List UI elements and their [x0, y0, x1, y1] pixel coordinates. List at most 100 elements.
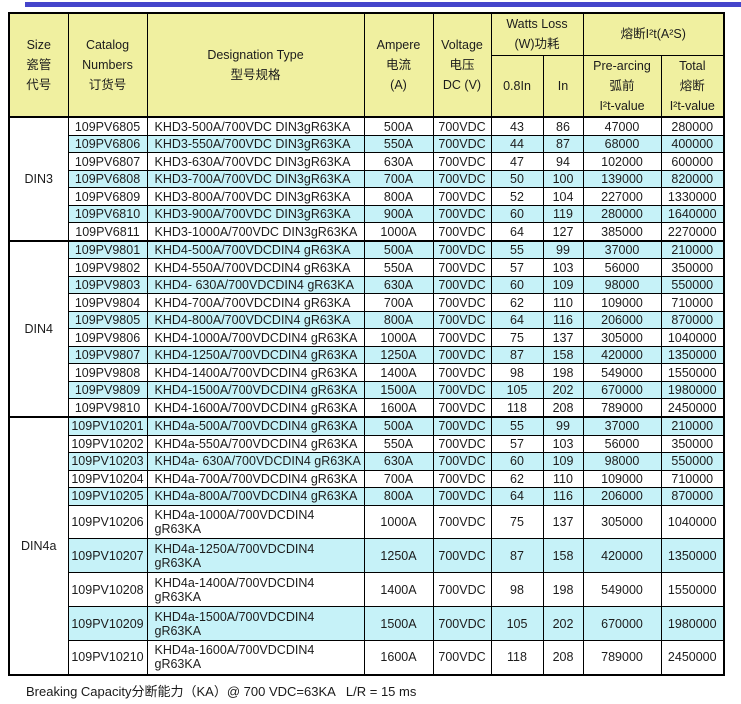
cell-prearcing-i2t: 56000: [582, 258, 662, 277]
cell-catalog-number: 109PV9808: [67, 363, 148, 382]
table-row: 109PV10206 KHD4a-1000A/700VDCDIN4 gR63KA 1…: [9, 504, 725, 540]
cell-watts-loss-in: 202: [542, 606, 584, 641]
cell-total-i2t: 710000: [660, 469, 725, 489]
cell-watts-loss-08in: 60: [490, 275, 544, 295]
cell-watts-loss-in: 202: [542, 380, 584, 400]
cell-watts-loss-in: 94: [542, 152, 584, 171]
cell-total-i2t: 2450000: [660, 639, 725, 676]
cell-catalog-number: 109PV6805: [67, 116, 148, 136]
cell-watts-loss-08in: 62: [490, 469, 544, 489]
table-row: DIN3 109PV6805 KHD3-500A/700VDC DIN3gR63KA…: [8, 116, 725, 242]
fuse-spec-table: Size 瓷管 代号 Catalog Numbers 订货号 Designati…: [8, 12, 726, 676]
cell-ampere: 630A: [363, 452, 434, 471]
cell-total-i2t: 210000: [660, 416, 725, 436]
cell-catalog-number: 109PV10206: [67, 504, 148, 540]
cell-voltage: 700VDC: [432, 434, 492, 454]
cell-prearcing-i2t: 109000: [582, 469, 662, 489]
cell-watts-loss-08in: 57: [490, 258, 544, 277]
cell-designation-type: KHD4a- 630A/700VDCDIN4 gR63KA: [146, 452, 365, 471]
cell-catalog-number: 109PV6808: [67, 169, 148, 189]
cell-prearcing-i2t: 227000: [582, 187, 662, 206]
cell-watts-loss-08in: 52: [490, 187, 544, 206]
cell-ampere: 630A: [363, 275, 434, 295]
cell-designation-type: KHD4a-800A/700VDCDIN4 gR63KA: [146, 487, 365, 506]
cell-voltage: 700VDC: [432, 398, 492, 418]
cell-total-i2t: 2450000: [660, 398, 725, 418]
table-row: 109PV9810 KHD4-1600A/700VDCDIN4 gR63KA 160…: [9, 398, 725, 418]
cell-prearcing-i2t: 37000: [582, 416, 662, 436]
cell-designation-type: KHD4-1000A/700VDCDIN4 gR63KA: [146, 328, 365, 347]
cell-ampere: 700A: [363, 293, 434, 312]
table-row: 109PV10208 KHD4a-1400A/700VDCDIN4 gR63KA 1…: [9, 572, 725, 608]
cell-watts-loss-08in: 118: [490, 639, 544, 676]
cell-catalog-number: 109PV10207: [67, 538, 148, 574]
cell-catalog-number: 109PV6809: [67, 187, 148, 206]
cell-voltage: 700VDC: [432, 487, 492, 506]
cell-ampere: 1000A: [363, 504, 434, 540]
cell-catalog-number: 109PV9810: [67, 398, 148, 418]
cell-watts-loss-08in: 55: [490, 416, 544, 436]
cell-voltage: 700VDC: [432, 152, 492, 171]
cell-designation-type: KHD4-800A/700VDCDIN4 gR63KA: [146, 310, 365, 330]
cell-watts-loss-in: 116: [542, 487, 584, 506]
size-group-cell: DIN4a: [8, 416, 69, 676]
cell-watts-loss-in: 158: [542, 345, 584, 365]
cell-voltage: 700VDC: [432, 538, 492, 574]
cell-voltage: 700VDC: [432, 606, 492, 641]
cell-designation-type: KHD4a-500A/700VDCDIN4 gR63KA: [146, 416, 365, 436]
cell-catalog-number: 109PV9805: [67, 310, 148, 330]
cell-voltage: 700VDC: [432, 572, 492, 608]
cell-watts-loss-08in: 98: [490, 572, 544, 608]
cell-ampere: 550A: [363, 258, 434, 277]
cell-ampere: 1600A: [363, 398, 434, 418]
cell-prearcing-i2t: 102000: [582, 152, 662, 171]
cell-total-i2t: 1550000: [660, 572, 725, 608]
cell-prearcing-i2t: 47000: [582, 116, 662, 136]
cell-total-i2t: 550000: [660, 452, 725, 471]
cell-total-i2t: 1040000: [660, 328, 725, 347]
cell-ampere: 700A: [363, 169, 434, 189]
cell-watts-loss-in: 158: [542, 538, 584, 574]
col-header-voltage: Voltage 电压 DC (V): [432, 12, 492, 119]
cell-ampere: 900A: [363, 204, 434, 224]
cell-total-i2t: 400000: [660, 134, 725, 154]
cell-voltage: 700VDC: [432, 116, 492, 136]
cell-watts-loss-08in: 44: [490, 134, 544, 154]
cell-catalog-number: 109PV10208: [67, 572, 148, 608]
cell-voltage: 700VDC: [432, 293, 492, 312]
cell-prearcing-i2t: 206000: [582, 487, 662, 506]
cell-total-i2t: 2270000: [660, 222, 725, 242]
table-row: 109PV9807 KHD4-1250A/700VDCDIN4 gR63KA 125…: [9, 345, 725, 365]
cell-voltage: 700VDC: [432, 275, 492, 295]
cell-ampere: 1000A: [363, 222, 434, 242]
header-row-1: Size 瓷管 代号 Catalog Numbers 订货号 Designati…: [8, 12, 725, 119]
cell-ampere: 1500A: [363, 606, 434, 641]
cell-prearcing-i2t: 670000: [582, 606, 662, 641]
cell-ampere: 500A: [363, 416, 434, 436]
cell-watts-loss-in: 103: [542, 434, 584, 454]
table-row: 109PV10204 KHD4a-700A/700VDCDIN4 gR63KA 70…: [9, 469, 725, 489]
cell-prearcing-i2t: 280000: [582, 204, 662, 224]
cell-prearcing-i2t: 549000: [582, 572, 662, 608]
cell-watts-loss-in: 104: [542, 187, 584, 206]
cell-designation-type: KHD3-900A/700VDC DIN3gR63KA: [146, 204, 365, 224]
table-row: 109PV10205 KHD4a-800A/700VDCDIN4 gR63KA 80…: [9, 487, 725, 506]
cell-total-i2t: 1040000: [660, 504, 725, 540]
cell-catalog-number: 109PV9806: [67, 328, 148, 347]
cell-voltage: 700VDC: [432, 639, 492, 676]
cell-catalog-number: 109PV6806: [67, 134, 148, 154]
col-header-in: In: [542, 54, 584, 119]
cell-ampere: 630A: [363, 152, 434, 171]
cell-catalog-number: 109PV6810: [67, 204, 148, 224]
cell-catalog-number: 109PV9807: [67, 345, 148, 365]
cell-ampere: 800A: [363, 487, 434, 506]
table-row: 109PV10207 KHD4a-1250A/700VDCDIN4 gR63KA 1…: [9, 538, 725, 574]
cell-voltage: 700VDC: [432, 187, 492, 206]
cell-prearcing-i2t: 56000: [582, 434, 662, 454]
cell-watts-loss-08in: 118: [490, 398, 544, 418]
breaking-capacity-note: Breaking Capacity分断能力（KA）@ 700 VDC=63KA …: [26, 684, 417, 699]
cell-voltage: 700VDC: [432, 239, 492, 260]
cell-catalog-number: 109PV10204: [67, 469, 148, 489]
cell-watts-loss-08in: 62: [490, 293, 544, 312]
cell-designation-type: KHD3-1000A/700VDC DIN3gR63KA: [146, 222, 365, 242]
